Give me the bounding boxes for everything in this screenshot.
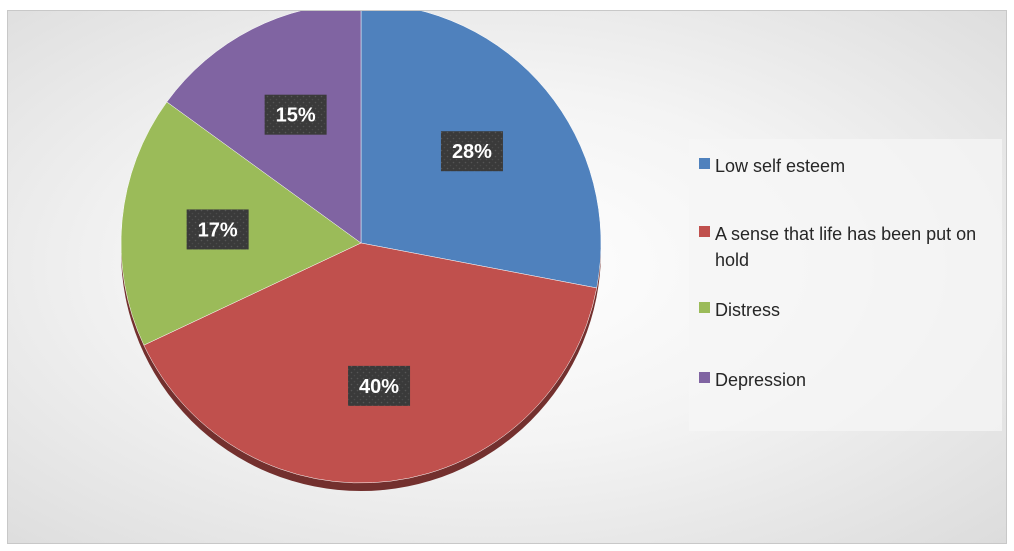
data-label-box (348, 365, 411, 406)
data-label-text: 17% (198, 219, 238, 241)
data-label-distress: 17% (186, 209, 249, 250)
pie-slice-a-sense-that-life-has-been-put-on-hold (143, 242, 598, 484)
data-label-low-self-esteem: 28% (440, 131, 503, 172)
legend-label: Depression (715, 370, 807, 390)
legend-swatch (699, 226, 710, 237)
data-label-box (264, 94, 327, 135)
data-label-text: 15% (276, 105, 316, 127)
data-label-text: 40% (359, 376, 399, 398)
legend-swatch (699, 158, 710, 169)
data-label-box (440, 131, 503, 172)
legend-swatch (699, 302, 710, 313)
data-labels: 28% 40% 17% 15% (186, 94, 503, 406)
data-label-a-sense-that-life-has-been-put-on-hold: 40% (348, 365, 411, 406)
legend-label: Distress (715, 300, 781, 320)
pie-slice-depression (166, 11, 362, 244)
data-label-text: 28% (452, 141, 492, 163)
legend-label: Low self esteem (715, 156, 846, 176)
legend-swatch (699, 372, 710, 383)
pie-chart: 28% 40% 17% 15% (120, 11, 602, 491)
legend: Low self esteem A sense that life has be… (689, 139, 1002, 431)
chart-area: 28% 40% 17% 15% Low self esteem A sense tha… (7, 10, 1007, 544)
data-label-depression: 15% (264, 94, 327, 135)
data-label-box (186, 209, 249, 250)
pie-slices (120, 11, 602, 491)
legend-label: A sense that life has been put on hold (715, 224, 977, 270)
